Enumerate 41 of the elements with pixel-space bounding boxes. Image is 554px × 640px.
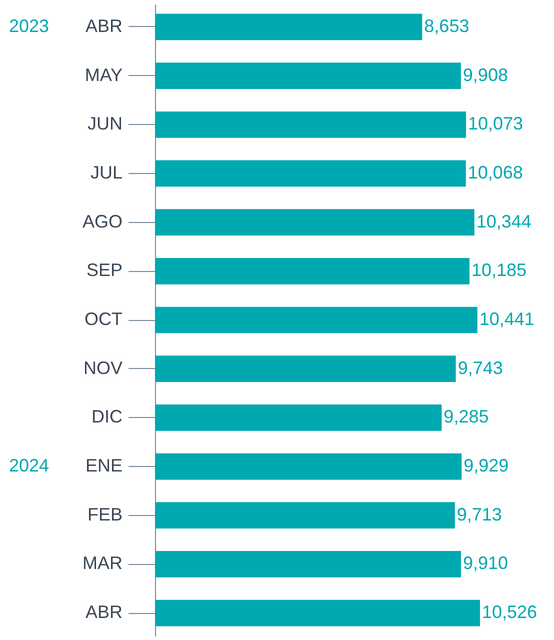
bar bbox=[155, 404, 442, 431]
bar bbox=[155, 14, 422, 40]
bar bbox=[155, 62, 461, 89]
data-label: 8,653 bbox=[424, 16, 470, 36]
text: 2023 bbox=[9, 16, 50, 36]
data-label: 9,908 bbox=[462, 64, 508, 85]
bar bbox=[155, 502, 455, 529]
y-tick-label: FEB bbox=[87, 504, 122, 524]
bar bbox=[155, 356, 456, 382]
y-tick-label: NOV bbox=[83, 358, 122, 378]
bar bbox=[155, 306, 478, 334]
y-tick-label: JUL bbox=[90, 162, 122, 182]
y-tick-label: ENE bbox=[85, 456, 122, 476]
bar bbox=[155, 600, 480, 626]
bar bbox=[155, 160, 466, 187]
y-tick-label: OCT bbox=[84, 309, 122, 329]
y-tick-label: ABR bbox=[85, 602, 122, 622]
data-label: 10,068 bbox=[468, 162, 523, 182]
text: 2024 bbox=[9, 456, 50, 476]
data-label: 10,073 bbox=[468, 114, 524, 134]
bar bbox=[155, 551, 461, 578]
y-tick-label: DIC bbox=[92, 406, 122, 427]
y-tick-label: SEP bbox=[86, 260, 122, 280]
data-label: 10,526 bbox=[482, 602, 538, 622]
data-label: 10,185 bbox=[471, 260, 527, 280]
data-label: 9,929 bbox=[464, 456, 509, 476]
y-tick-label: JUN bbox=[88, 114, 122, 134]
data-label: 10,344 bbox=[476, 211, 532, 232]
bar bbox=[155, 111, 466, 138]
y-tick-label: MAR bbox=[82, 553, 122, 574]
data-label: 9,713 bbox=[456, 504, 502, 524]
data-label: 9,285 bbox=[444, 406, 489, 427]
bar bbox=[155, 209, 474, 236]
data-label: 10,441 bbox=[479, 309, 534, 329]
bar bbox=[155, 453, 462, 480]
y-tick-label: MAY bbox=[84, 64, 122, 85]
data-label: 9,743 bbox=[458, 358, 503, 378]
data-label: 9,910 bbox=[462, 553, 508, 574]
y-tick-label: ABR bbox=[85, 16, 122, 36]
y-tick-label: AGO bbox=[82, 211, 122, 232]
bar bbox=[155, 258, 470, 284]
